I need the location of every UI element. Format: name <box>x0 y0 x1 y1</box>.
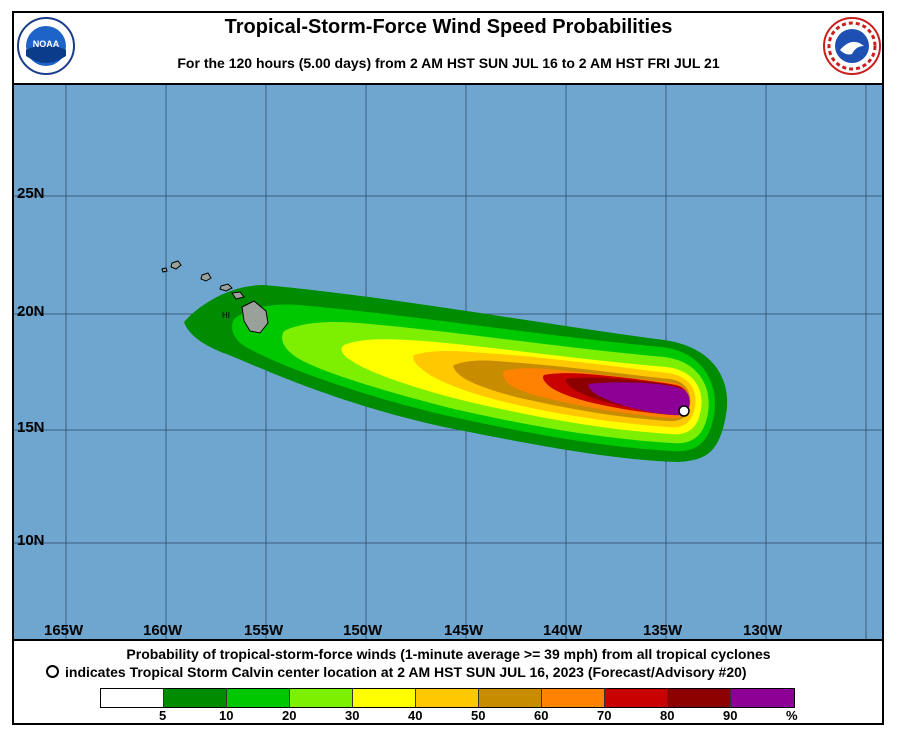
legend-tick-5: 5 <box>159 708 167 723</box>
lon-label-150w: 150W <box>343 622 383 639</box>
caption-line-2: indicates Tropical Storm Calvin center l… <box>46 664 747 680</box>
legend-swatch-1 <box>164 689 227 707</box>
lat-label-25n: 25N <box>17 185 45 202</box>
lon-label-165w: 165W <box>44 622 84 639</box>
legend-tick-50: 50 <box>471 708 486 723</box>
legend-tick-80: 80 <box>660 708 675 723</box>
legend-swatch-6 <box>479 689 542 707</box>
legend-swatch-9 <box>668 689 731 707</box>
legend-tick-40: 40 <box>408 708 423 723</box>
legend-swatch-5 <box>416 689 479 707</box>
svg-text:NOAA: NOAA <box>33 39 60 49</box>
lon-label-135w: 135W <box>643 622 683 639</box>
legend-tick-30: 30 <box>345 708 360 723</box>
island-label: HI <box>222 311 230 320</box>
legend-tick-percent: % <box>786 708 798 723</box>
graticule <box>14 85 882 639</box>
legend-swatch-8 <box>605 689 668 707</box>
lat-label-15n: 15N <box>17 419 45 436</box>
storm-center-marker <box>678 405 690 417</box>
legend-tick-90: 90 <box>723 708 738 723</box>
legend-swatch-10 <box>731 689 794 707</box>
legend-swatch-2 <box>227 689 290 707</box>
contour-90 <box>588 382 690 416</box>
legend-swatch-7 <box>542 689 605 707</box>
lon-label-160w: 160W <box>143 622 183 639</box>
caption-line-2-text: indicates Tropical Storm Calvin center l… <box>65 664 747 680</box>
legend-swatch-0 <box>101 689 164 707</box>
legend-tick-70: 70 <box>597 708 612 723</box>
lat-label-20n: 20N <box>17 303 45 320</box>
legend-swatch-4 <box>353 689 416 707</box>
probability-map: HI <box>14 83 882 641</box>
legend-tick-60: 60 <box>534 708 549 723</box>
probability-contours <box>184 285 728 462</box>
storm-center-symbol <box>46 665 59 678</box>
caption-line-1: Probability of tropical-storm-force wind… <box>126 646 771 662</box>
color-legend <box>100 688 795 708</box>
nws-logo <box>822 16 882 76</box>
chart-subtitle: For the 120 hours (5.00 days) from 2 AM … <box>177 55 720 71</box>
lon-label-130w: 130W <box>743 622 783 639</box>
lon-label-140w: 140W <box>543 622 583 639</box>
lat-label-10n: 10N <box>17 532 45 549</box>
legend-tick-10: 10 <box>219 708 234 723</box>
lon-label-145w: 145W <box>444 622 484 639</box>
hawaiian-islands <box>161 260 269 334</box>
legend-swatch-3 <box>290 689 353 707</box>
chart-title: Tropical-Storm-Force Wind Speed Probabil… <box>224 16 673 38</box>
noaa-logo: NOAA <box>16 16 76 76</box>
legend-tick-20: 20 <box>282 708 297 723</box>
lon-label-155w: 155W <box>244 622 284 639</box>
